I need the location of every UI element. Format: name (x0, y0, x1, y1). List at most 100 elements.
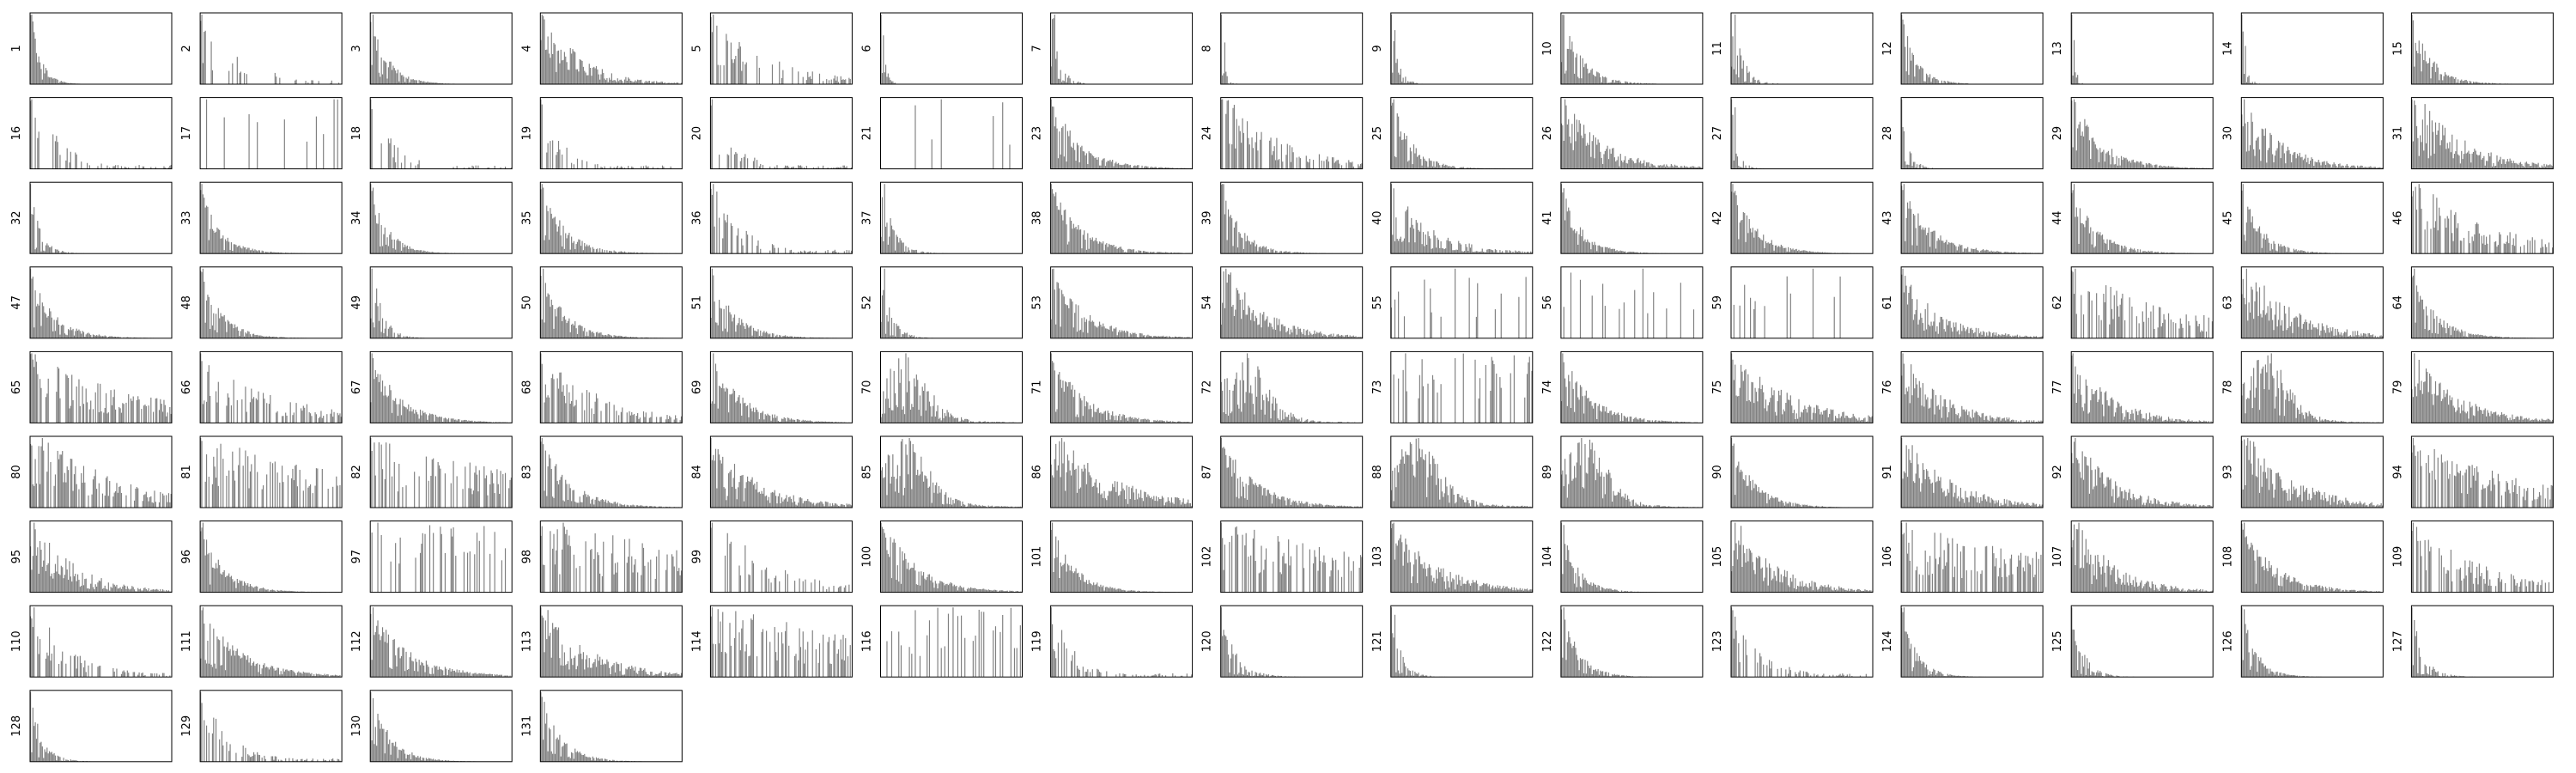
histogram-bar (1741, 167, 1743, 169)
histogram-bar (883, 240, 884, 254)
histogram-bar (1051, 19, 1054, 85)
histogram-bar (2451, 326, 2453, 338)
histogram-bar (380, 392, 382, 423)
histogram-bar (1765, 82, 1767, 84)
histogram-bar (547, 36, 549, 84)
histogram-bar (119, 408, 121, 423)
histogram-bar (372, 322, 374, 338)
panel-label: 67 (350, 380, 363, 395)
histogram-bar (710, 16, 712, 85)
histogram-bar (552, 53, 554, 84)
histogram-bar (792, 336, 793, 338)
histogram-bar (1060, 326, 1061, 338)
histogram-bar (1274, 330, 1277, 338)
histogram-bar (2022, 337, 2024, 338)
histogram-bar (1637, 82, 1639, 84)
histogram-bar (166, 416, 167, 423)
histogram-bar (619, 79, 621, 84)
histogram-bar (1905, 71, 1907, 84)
histogram-bar (1084, 240, 1086, 254)
histogram-bar (2368, 332, 2370, 338)
histogram-bar (103, 412, 105, 423)
histogram-bar (884, 184, 885, 254)
histogram-bar (34, 354, 36, 423)
histogram-bar (2119, 165, 2121, 169)
histogram-bar (469, 167, 471, 169)
histogram-bar (1763, 234, 1765, 254)
histogram-bar (1799, 251, 1801, 254)
histogram-bar (236, 57, 238, 84)
histogram-bar (1481, 248, 1483, 254)
histogram-bar (1924, 308, 1926, 338)
histogram-bar (104, 407, 106, 423)
histogram-bar (1403, 82, 1406, 84)
histogram-bar (162, 411, 164, 423)
histogram-bar (113, 336, 115, 338)
histogram-bar (2502, 159, 2504, 169)
histogram-bar (2109, 324, 2111, 338)
histogram-bar (2443, 76, 2445, 84)
histogram-bar (756, 246, 758, 254)
histogram-bar (68, 377, 70, 423)
histogram-bar (1458, 240, 1460, 254)
histogram-bar (2021, 336, 2023, 338)
histogram-bar (586, 161, 588, 169)
histogram-bar (1053, 18, 1054, 84)
histogram-bar (2196, 167, 2198, 169)
panel-label: 28 (1881, 126, 1894, 141)
histogram-bar (722, 383, 724, 423)
histogram-bar (251, 250, 252, 254)
histogram-bar (667, 82, 669, 84)
histogram-bar (2125, 157, 2127, 169)
histogram-bar (2452, 158, 2454, 169)
histogram-bar (2451, 233, 2453, 254)
histogram-bar (1264, 247, 1266, 254)
histogram-bar (204, 30, 206, 84)
histogram-bar (378, 72, 380, 84)
histogram-bar (1239, 131, 1241, 169)
histogram-bar (2471, 236, 2473, 254)
histogram-bar (1754, 79, 1756, 84)
histogram-bar (408, 249, 410, 254)
histogram-bar (72, 399, 74, 423)
histogram-bar (128, 393, 130, 423)
histogram-bar (1581, 78, 1583, 84)
histogram-bar (88, 165, 90, 169)
histogram-bar (475, 421, 477, 423)
histogram-bar (2118, 316, 2120, 338)
histogram-bar (2176, 167, 2178, 169)
histogram-bar (60, 326, 62, 338)
panel-label: 53 (1031, 295, 1044, 310)
histogram-bar (242, 246, 244, 254)
histogram-bar (1738, 77, 1740, 84)
histogram-bar (562, 225, 564, 254)
histogram-bar (1238, 232, 1240, 254)
histogram-bar (1950, 82, 1953, 84)
histogram-bar (1479, 252, 1481, 254)
histogram-bar (1626, 82, 1629, 84)
histogram-bar (2531, 237, 2533, 254)
histogram-bar (606, 78, 608, 84)
histogram-bar (2306, 161, 2308, 169)
histogram-bar (809, 251, 811, 254)
histogram-bar (612, 80, 614, 84)
histogram-bar (805, 166, 807, 169)
histogram-bar (835, 252, 837, 254)
histogram-bar (1674, 164, 1676, 169)
histogram-bar (914, 249, 916, 254)
histogram-bar (1519, 251, 1521, 254)
histogram-bar (1057, 210, 1060, 254)
panel-frame (2240, 181, 2384, 254)
histogram-bar (1082, 82, 1084, 84)
histogram-bar (618, 335, 620, 338)
histogram-bar (2472, 334, 2475, 338)
histogram-bar (1407, 161, 1409, 169)
histogram-bar (557, 141, 560, 169)
histogram-bar (645, 81, 647, 84)
histogram-bar (2417, 137, 2419, 169)
histogram-bar (2071, 192, 2073, 254)
histogram-bar (243, 247, 246, 254)
histogram-bar (546, 152, 548, 169)
histogram-bar (587, 75, 589, 84)
histogram-bar (1119, 164, 1121, 169)
